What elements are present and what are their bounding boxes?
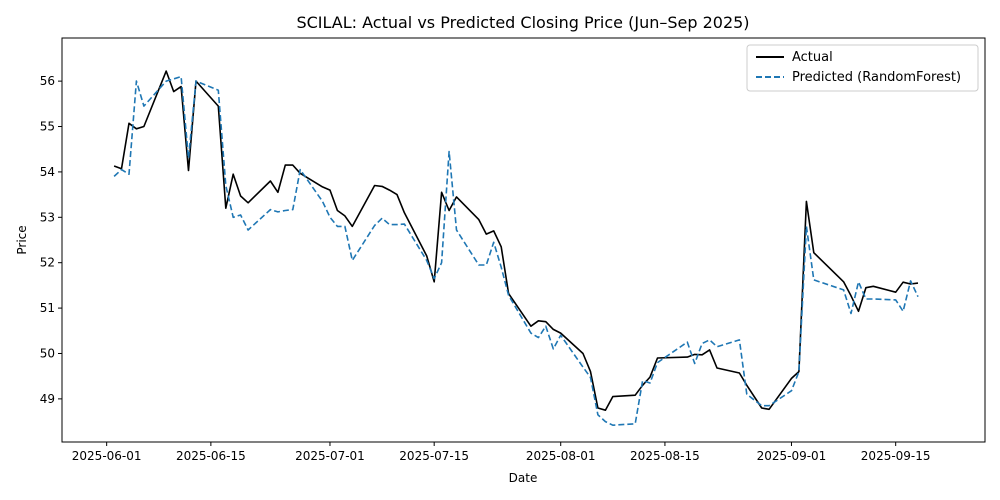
y-tick-label: 52 (40, 256, 55, 270)
legend: Actual Predicted (RandomForest) (746, 44, 979, 92)
x-axis: 2025-06-01 2025-06-15 2025-07-01 2025-07-15… (72, 442, 931, 463)
plot-frame (61, 37, 986, 443)
legend-label-predicted: Predicted (RandomForest) (792, 70, 961, 85)
y-tick-label: 54 (40, 165, 55, 179)
x-tick-label: 2025-06-01 (72, 449, 142, 463)
x-tick-label: 2025-06-15 (176, 449, 246, 463)
x-tick-label: 2025-09-15 (861, 449, 931, 463)
y-tick-label: 49 (40, 392, 55, 406)
chart-title: SCILAL: Actual vs Predicted Closing Pric… (296, 13, 749, 32)
x-tick-label: 2025-07-15 (399, 449, 469, 463)
series-line-actual (113, 70, 919, 412)
y-tick-label: 55 (40, 120, 55, 134)
legend-box (746, 44, 979, 92)
x-tick-label: 2025-08-01 (526, 449, 596, 463)
x-tick-label: 2025-08-15 (630, 449, 700, 463)
x-tick-label: 2025-07-01 (295, 449, 365, 463)
plot-area (113, 70, 919, 427)
y-tick-label: 50 (40, 346, 55, 360)
y-axis-label: Price (15, 225, 29, 254)
legend-label-actual: Actual (792, 50, 833, 65)
y-tick-label: 56 (40, 74, 55, 88)
x-tick-label: 2025-09-01 (757, 449, 827, 463)
x-axis-label: Date (509, 471, 538, 485)
y-axis: 49 50 51 52 53 54 55 56 (40, 74, 62, 406)
y-tick-label: 53 (40, 210, 55, 224)
y-tick-label: 51 (40, 301, 55, 315)
series-line-predicted (113, 75, 919, 427)
